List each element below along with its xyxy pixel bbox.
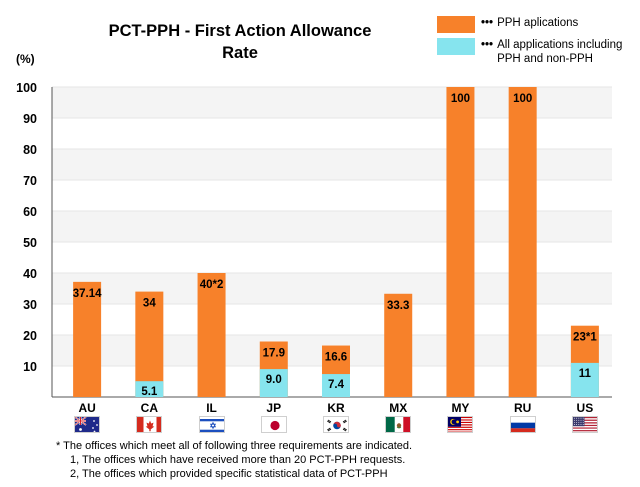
legend-swatch-all <box>437 38 475 55</box>
x-tick-label-kr: KR <box>327 401 345 415</box>
x-tick-label-ca: CA <box>140 401 158 415</box>
x-tick-label-mx: MX <box>389 401 408 415</box>
data-label-pph-au: 37.14 <box>73 288 102 300</box>
canada-flag-icon <box>136 416 163 433</box>
x-tick-label-il: IL <box>206 401 217 415</box>
data-label-pph-us: 23*1 <box>573 332 597 344</box>
data-label-pph-il: 40*2 <box>200 279 224 291</box>
x-tick-label-my: MY <box>451 401 470 415</box>
footnote-intro: * The offices which meet all of followin… <box>56 440 413 452</box>
data-label-pph-jp: 17.9 <box>263 348 285 360</box>
y-tick-label: 60 <box>23 205 37 219</box>
y-tick-label: 20 <box>23 329 37 343</box>
data-label-all-ca: 5.1 <box>141 386 158 398</box>
y-axis-label: (%) <box>16 52 35 66</box>
japan-flag-icon <box>260 416 287 433</box>
data-label-all-jp: 9.0 <box>266 374 282 386</box>
y-tick-label: 30 <box>23 298 37 312</box>
russia-flag-icon <box>509 416 536 433</box>
data-label-pph-kr: 16.6 <box>325 352 347 364</box>
bar-pph-my <box>446 87 475 397</box>
legend-label-all: All applications including PPH and non-P… <box>497 39 623 65</box>
x-tick-label-ru: RU <box>513 401 532 415</box>
data-label-all-us: 11 <box>579 368 592 380</box>
y-tick-label: 40 <box>23 267 37 281</box>
mexico-flag-icon <box>385 416 412 433</box>
usa-flag-icon <box>571 416 598 433</box>
y-tick-label: 10 <box>23 360 37 374</box>
bar-pph-au <box>73 281 102 397</box>
bar-pph-ru <box>508 87 537 397</box>
y-tick-label: 70 <box>23 174 37 188</box>
y-tick-label: 50 <box>23 236 37 250</box>
australia-flag-icon <box>74 416 101 433</box>
legend-dots: ••• <box>481 17 494 29</box>
x-tick-label-jp: JP <box>266 401 282 415</box>
y-tick-label: 100 <box>16 81 37 95</box>
israel-flag-icon <box>198 416 225 433</box>
bar-all-ca <box>135 381 164 397</box>
data-label-pph-my: 100 <box>451 93 470 105</box>
data-label-pph-ru: 100 <box>513 93 532 105</box>
bar-all-us <box>570 362 599 397</box>
legend-dots: ••• <box>481 39 494 51</box>
bar-all-kr <box>322 374 350 397</box>
bar-pph-mx <box>384 293 413 397</box>
x-tick-label-au: AU <box>78 401 96 415</box>
bar-pph-ca <box>135 291 164 397</box>
data-label-all-kr: 7.4 <box>328 379 345 391</box>
legend-item-all: ••• All applications including PPH and n… <box>437 38 627 66</box>
bar-pph-il <box>197 273 226 397</box>
x-tick-label-us: US <box>576 401 594 415</box>
bar-all-jp <box>259 369 288 397</box>
footnote-requirement-1: 1, The offices which have received more … <box>70 454 406 466</box>
legend-swatch-pph <box>437 16 475 33</box>
legend-label-pph: PPH aplications <box>497 17 579 29</box>
korea-flag-icon <box>323 416 349 433</box>
data-label-pph-ca: 34 <box>143 298 156 310</box>
y-tick-label: 90 <box>23 112 37 126</box>
footnote-requirement-2: 2, The offices which provided specific s… <box>70 468 388 480</box>
y-tick-label: 80 <box>23 143 37 157</box>
chart-title: PCT-PPH - First Action Allowance Rate <box>108 22 372 62</box>
data-label-pph-mx: 33.3 <box>387 300 409 312</box>
malaysia-flag-icon <box>447 416 474 433</box>
legend-item-pph: ••• PPH aplications <box>437 16 578 33</box>
